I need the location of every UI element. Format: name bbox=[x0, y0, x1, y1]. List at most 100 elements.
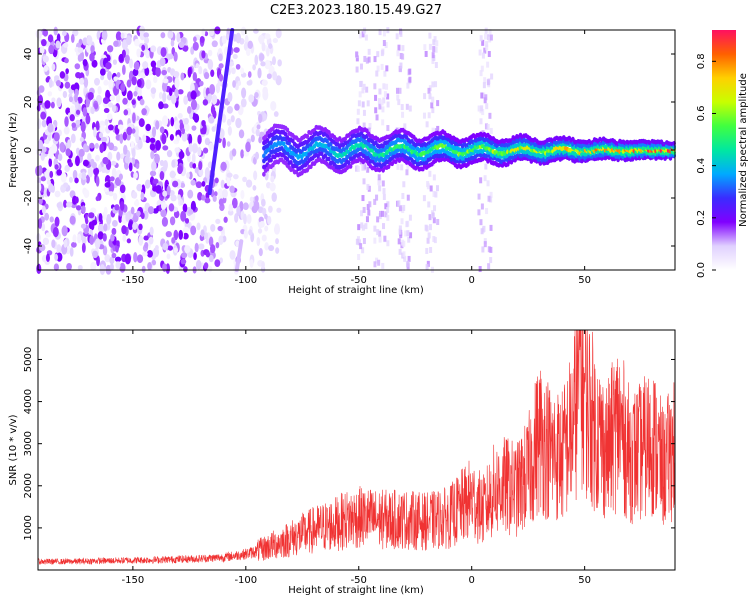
noise-cell bbox=[54, 164, 59, 170]
noise-cell bbox=[154, 153, 160, 164]
noise-column-cell bbox=[398, 205, 402, 212]
noise-column-cell bbox=[381, 106, 385, 113]
noise-cell bbox=[235, 32, 242, 44]
noise-cell bbox=[83, 143, 88, 153]
noise-cell bbox=[132, 191, 138, 199]
noise-cell bbox=[74, 155, 80, 167]
noise-column-cell bbox=[377, 174, 381, 181]
noise-cell bbox=[104, 254, 111, 263]
noise-cell bbox=[178, 229, 184, 240]
noise-cell bbox=[120, 83, 126, 92]
noise-column-cell bbox=[407, 236, 411, 243]
noise-cell bbox=[102, 245, 108, 256]
noise-cell bbox=[87, 91, 94, 101]
noise-cell bbox=[197, 146, 202, 156]
noise-cell bbox=[204, 31, 209, 37]
noise-column-cell bbox=[433, 36, 437, 43]
noise-column-cell bbox=[425, 121, 429, 128]
noise-column-cell bbox=[481, 39, 485, 46]
noise-column-cell bbox=[357, 239, 361, 246]
noise-column-cell bbox=[373, 198, 377, 205]
noise-column-cell bbox=[431, 52, 435, 59]
noise-column-cell bbox=[479, 219, 483, 226]
noise-column-cell bbox=[358, 32, 362, 39]
noise-cell bbox=[65, 68, 69, 75]
noise-column-cell bbox=[396, 94, 400, 101]
noise-cell bbox=[44, 138, 50, 145]
noise-column-cell bbox=[399, 62, 403, 69]
noise-column-cell bbox=[398, 66, 402, 73]
noise-cell bbox=[151, 259, 157, 266]
noise-cell bbox=[125, 212, 130, 222]
noise-cell bbox=[37, 94, 44, 106]
noise-cell bbox=[226, 172, 233, 178]
noise-cell bbox=[181, 127, 185, 135]
noise-cell bbox=[101, 166, 107, 174]
noise-cell bbox=[120, 32, 125, 39]
noise-cell bbox=[159, 57, 166, 67]
x-tick-label: -100 bbox=[234, 575, 257, 586]
noise-cell bbox=[103, 79, 109, 86]
noise-cell bbox=[137, 139, 143, 150]
noise-cell bbox=[161, 202, 167, 210]
noise-cell bbox=[204, 167, 210, 178]
noise-cell bbox=[245, 141, 251, 153]
noise-cell bbox=[275, 238, 279, 245]
noise-cell bbox=[218, 73, 224, 82]
noise-cell bbox=[188, 133, 193, 145]
noise-column-cell bbox=[373, 83, 377, 90]
noise-column-cell bbox=[355, 238, 359, 245]
noise-column-cell bbox=[485, 41, 489, 48]
noise-column-cell bbox=[365, 57, 369, 64]
noise-column-cell bbox=[402, 204, 406, 211]
noise-column-cell bbox=[375, 257, 379, 264]
noise-cell bbox=[102, 233, 107, 242]
noise-cell bbox=[174, 120, 180, 131]
noise-cell bbox=[130, 140, 135, 149]
signal-cell bbox=[263, 134, 268, 140]
noise-cell bbox=[111, 252, 117, 259]
noise-column-cell bbox=[488, 36, 492, 43]
noise-column-cell bbox=[378, 29, 382, 36]
noise-cell bbox=[170, 39, 175, 47]
snr-y-ticks: 1000 2000 3000 4000 5000 bbox=[23, 347, 675, 541]
noise-cell bbox=[87, 152, 92, 162]
noise-column-cell bbox=[400, 104, 404, 111]
noise-column-cell bbox=[483, 33, 487, 40]
noise-cell bbox=[267, 215, 272, 226]
signal-cell bbox=[305, 133, 310, 139]
colorbar-tick-label: 0.8 bbox=[696, 53, 707, 69]
noise-cell bbox=[114, 204, 120, 211]
noise-cell bbox=[70, 84, 77, 91]
noise-cell bbox=[214, 259, 221, 267]
noise-column-cell bbox=[408, 68, 412, 75]
noise-cell bbox=[85, 96, 90, 108]
noise-cell bbox=[232, 80, 236, 88]
colorbar-tick-label: 0.6 bbox=[696, 106, 707, 122]
noise-cell bbox=[79, 137, 84, 143]
noise-column-cell bbox=[480, 228, 484, 235]
noise-cell bbox=[55, 79, 62, 87]
noise-cell bbox=[231, 197, 238, 209]
noise-cell bbox=[86, 35, 93, 46]
spectrogram-x-axis-label: Height of straight line (km) bbox=[288, 285, 424, 296]
noise-cell bbox=[37, 165, 43, 176]
noise-column-cell bbox=[365, 86, 369, 93]
noise-cell bbox=[118, 173, 123, 181]
noise-cell bbox=[195, 259, 202, 270]
noise-cell bbox=[207, 49, 213, 57]
noise-column-cell bbox=[386, 240, 390, 247]
noise-cell bbox=[229, 185, 235, 194]
signal-cell bbox=[269, 140, 273, 146]
noise-column-cell bbox=[358, 91, 362, 98]
noise-cell bbox=[210, 104, 215, 115]
noise-column-cell bbox=[428, 43, 432, 50]
noise-column-cell bbox=[484, 94, 488, 101]
noise-column-cell bbox=[401, 53, 405, 60]
noise-cell bbox=[55, 40, 61, 49]
noise-cell bbox=[261, 261, 265, 269]
noise-cell bbox=[41, 223, 46, 232]
noise-cell bbox=[198, 65, 203, 75]
noise-cell bbox=[48, 44, 55, 55]
noise-cell bbox=[90, 45, 95, 53]
